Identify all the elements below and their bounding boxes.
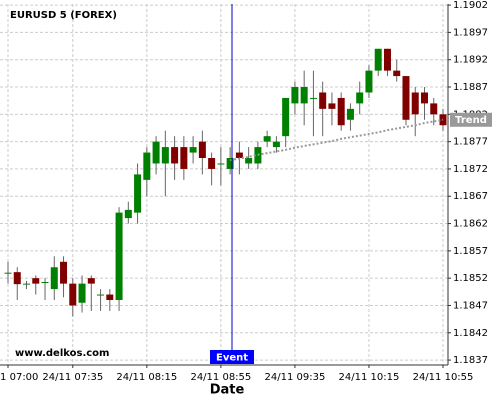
candle-body <box>78 283 86 303</box>
x-tick-label: 24/11 07:00 <box>0 372 38 383</box>
candle-body <box>13 272 21 285</box>
candle-body <box>263 136 271 142</box>
candle-body <box>337 97 345 126</box>
y-tick-label: 1.1842 <box>453 328 488 339</box>
candle-body <box>189 147 197 153</box>
candle-body <box>430 103 438 115</box>
candle-body <box>50 267 58 290</box>
candle-body <box>171 147 179 164</box>
candle-body <box>23 283 31 285</box>
candle-body <box>217 163 225 165</box>
candle-body <box>282 97 290 137</box>
candle-body <box>291 87 299 104</box>
candle-body <box>245 158 253 164</box>
x-tick-label: 24/11 10:55 <box>413 372 474 383</box>
candle-body <box>134 174 142 213</box>
candle-body <box>420 92 428 104</box>
marks <box>4 48 447 317</box>
y-tick-label: 1.1847 <box>453 300 488 311</box>
y-tick-label: 1.1862 <box>453 219 488 230</box>
trend-label: Trend <box>455 115 487 126</box>
candle-body <box>143 152 151 180</box>
candle-body <box>402 76 410 120</box>
candle-body <box>97 294 105 296</box>
candle-body <box>208 158 216 169</box>
candle-body <box>198 141 206 159</box>
y-tick-label: 1.1837 <box>453 355 488 366</box>
y-tick-label: 1.1892 <box>453 55 488 66</box>
candle-body <box>161 147 169 164</box>
x-tick-label: 24/11 07:35 <box>42 372 103 383</box>
candle-body <box>272 141 280 148</box>
x-tick-label: 24/11 10:15 <box>339 372 400 383</box>
candle-body <box>319 92 327 109</box>
y-tick-label: 1.1867 <box>453 191 488 202</box>
event-box <box>210 350 254 364</box>
candle-body <box>393 70 401 77</box>
candle-body <box>106 294 114 301</box>
y-tick-label: 1.1857 <box>453 246 488 257</box>
candle-body <box>60 261 68 284</box>
candle-body <box>328 103 336 109</box>
candle-body <box>115 212 123 301</box>
candle-body <box>69 283 77 306</box>
candle-body <box>41 281 49 283</box>
event-label: Event <box>216 353 248 364</box>
y-tick-label: 1.1877 <box>453 137 488 148</box>
candle-body <box>356 92 364 104</box>
candle-body <box>235 152 243 159</box>
trend-line <box>229 118 444 162</box>
x-tick-label: 24/11 08:15 <box>116 372 177 383</box>
candle-body <box>309 97 317 99</box>
y-tick-label: 1.1852 <box>453 273 488 284</box>
candle-body <box>365 70 373 93</box>
x-tick-label: 24/11 09:35 <box>265 372 326 383</box>
x-axis-title: Date <box>210 383 245 398</box>
y-tick-label: 1.1887 <box>453 82 488 93</box>
candle-body <box>124 209 132 219</box>
candle-body <box>152 141 160 164</box>
x-tick-label: 24/11 08:55 <box>190 372 251 383</box>
candle-body <box>226 158 234 169</box>
y-tick-label: 1.1897 <box>453 27 488 38</box>
candle-body <box>383 48 391 71</box>
candle-body <box>346 108 354 120</box>
candle-body <box>87 278 95 284</box>
candle-body <box>180 147 188 169</box>
chart-title: EURUSD 5 (FOREX) <box>10 10 117 21</box>
candle-body <box>300 87 308 104</box>
candle-body <box>374 48 382 71</box>
trend-label-box <box>450 112 492 127</box>
candle-body <box>411 92 419 115</box>
candle-body <box>4 272 12 274</box>
candle-body <box>32 278 40 284</box>
watermark: www.delkos.com <box>15 348 109 359</box>
y-tick-label: 1.1902 <box>453 0 488 11</box>
y-tick-label: 1.1872 <box>453 164 488 175</box>
